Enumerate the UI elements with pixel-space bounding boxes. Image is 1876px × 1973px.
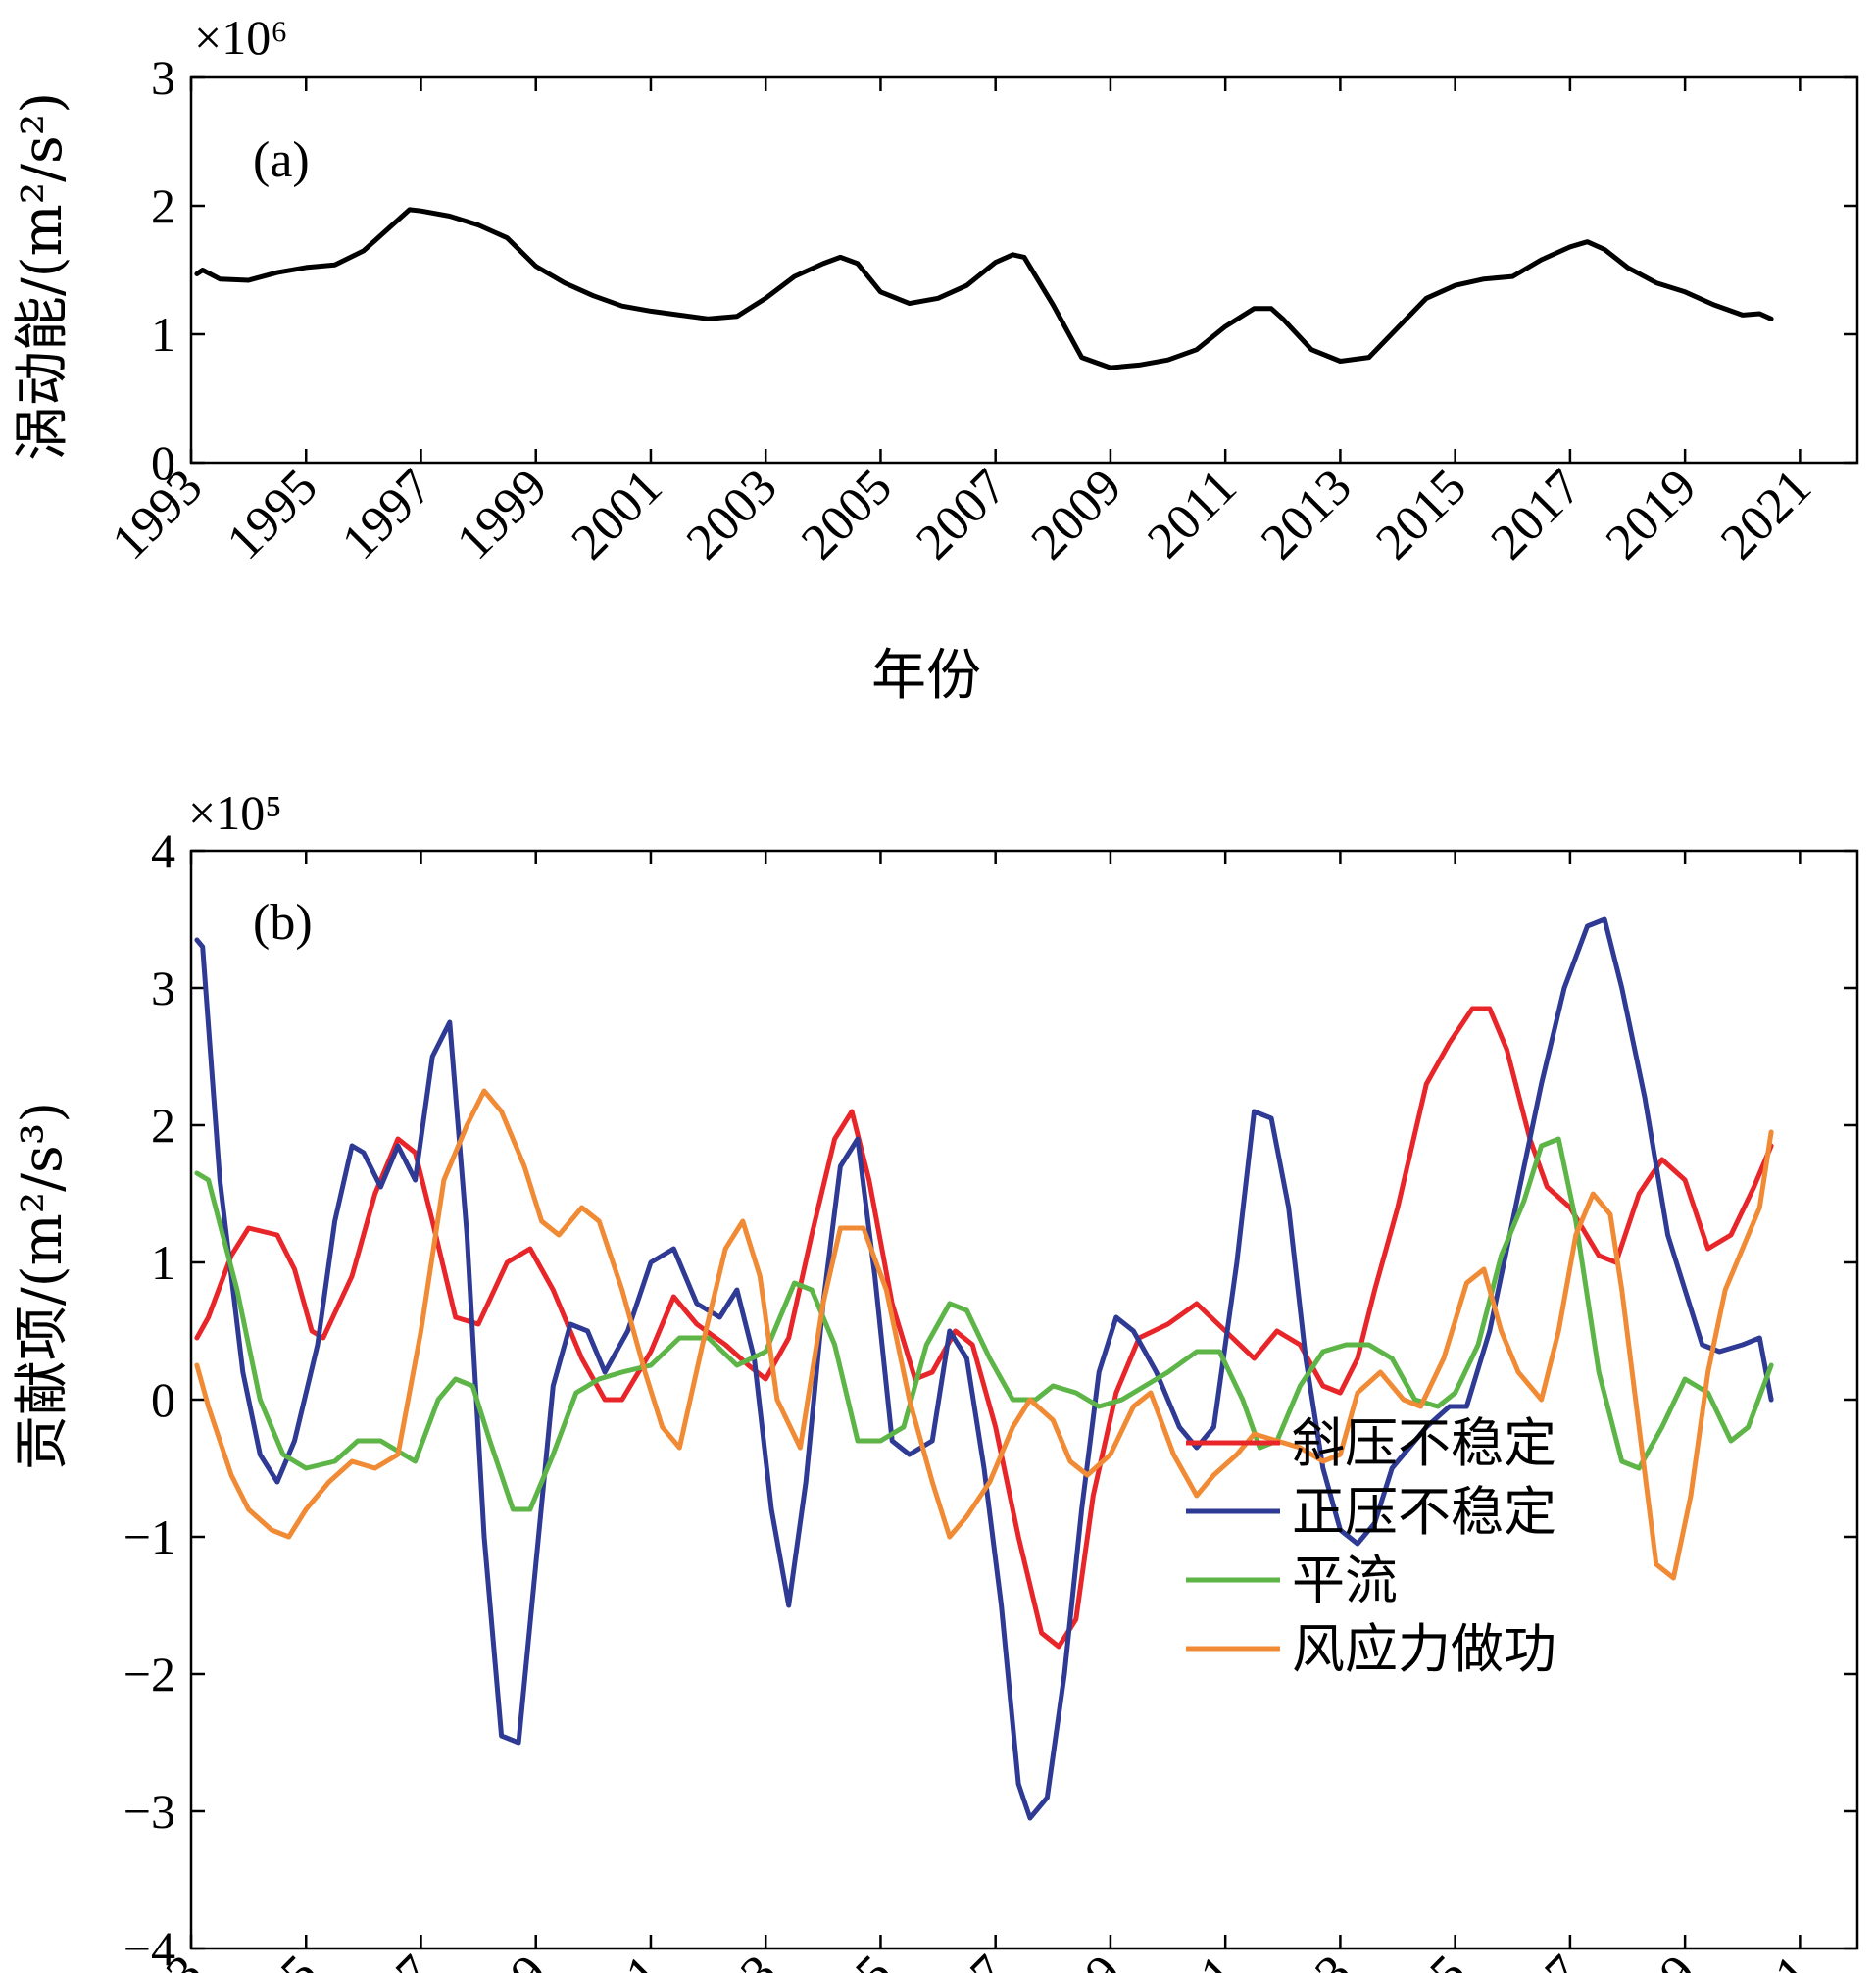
panel-b-ylabel: 贡献项/(m²/s³) (11, 1102, 74, 1470)
legend-label-4: 风应力做功 (1292, 1618, 1556, 1680)
y-tick-label: 2 (151, 1098, 175, 1153)
x-tick-label: 1993 (102, 459, 214, 570)
y-tick-label: 3 (151, 50, 175, 105)
panel-a-axes-frame (189, 75, 1859, 465)
panel-b-ticks: −4−3−2−101234199319951997199920012003200… (102, 823, 1857, 1973)
x-tick-label: 2019 (1596, 459, 1707, 570)
panel-b: 贡献项/(m²/s³) ×10⁵ (b) −4−3−2−101234199319… (11, 785, 1859, 1973)
legend-label-2: 正压不稳定 (1292, 1481, 1556, 1543)
legend-label-1: 斜压不稳定 (1292, 1412, 1556, 1474)
y-tick-label: 1 (151, 307, 175, 362)
series-line-1 (194, 207, 1774, 370)
y-tick-label: 3 (151, 961, 175, 1015)
panel-b-label: (b) (253, 895, 313, 951)
x-tick-label: 1995 (217, 459, 328, 570)
panel-b-lines (194, 916, 1774, 1821)
legend-label-3: 平流 (1292, 1550, 1398, 1611)
y-tick-label: 1 (151, 1235, 175, 1290)
y-tick-label: 2 (151, 178, 175, 233)
y-tick-label: −4 (123, 1921, 175, 1973)
panel-a: 涡动能/(m²/s²) ×10⁶ (a) 0 1 2 3 1993 1995 1997 199… (11, 10, 1859, 708)
x-tick-label: 2021 (1710, 459, 1822, 570)
x-tick-label: 2005 (791, 459, 903, 570)
panel-a-ylabel: 涡动能/(m²/s²) (11, 92, 74, 461)
panel-a-xlabel: 年份 (871, 644, 981, 708)
x-tick-label: 2017 (1481, 459, 1593, 570)
y-tick-label: −3 (123, 1784, 175, 1839)
x-tick-label: 2007 (906, 459, 1017, 570)
panel-a-multiplier: ×10⁶ (194, 10, 288, 65)
x-tick-label: 2003 (676, 459, 788, 570)
y-tick-label: 0 (151, 435, 175, 490)
panel-b-axes-frame (189, 849, 1859, 1950)
y-tick-label: 4 (151, 823, 175, 878)
x-tick-label: 2011 (1137, 459, 1247, 568)
x-tick-label: 2001 (562, 459, 673, 570)
series-line-2 (194, 916, 1774, 1821)
x-tick-label: 1997 (331, 459, 443, 570)
x-tick-label: 2013 (1251, 459, 1362, 570)
panel-a-ticks: 0 1 2 3 1993 1995 1997 1999 2001 2003 2005 2007 2009… (102, 50, 1857, 570)
series-line-4 (194, 1088, 1774, 1581)
panel-a-label: (a) (253, 132, 310, 188)
x-tick-label: 1999 (446, 459, 558, 570)
panel-b-multiplier: ×10⁵ (188, 785, 282, 840)
y-tick-label: −2 (123, 1647, 175, 1702)
x-tick-label: 2015 (1365, 459, 1477, 570)
panel-a-lines (194, 207, 1774, 370)
y-tick-label: −1 (123, 1509, 175, 1564)
x-tick-label: 2009 (1021, 459, 1133, 570)
series-line-1 (194, 1006, 1774, 1650)
y-tick-label: 0 (151, 1372, 175, 1427)
series-line-3 (194, 1136, 1774, 1512)
